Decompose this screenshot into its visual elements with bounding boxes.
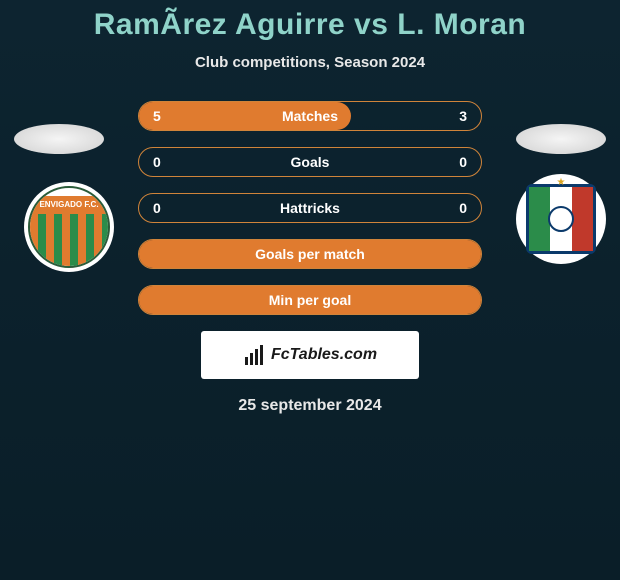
player-marker-left bbox=[14, 124, 104, 154]
stat-value-left: 0 bbox=[153, 154, 161, 170]
stat-value-left: 5 bbox=[153, 108, 161, 124]
stat-value-right: 0 bbox=[459, 154, 467, 170]
stat-label: Min per goal bbox=[269, 292, 351, 308]
star-icon: ★ bbox=[557, 177, 566, 188]
page-subtitle: Club competitions, Season 2024 bbox=[0, 54, 620, 71]
stat-row: Min per goal bbox=[138, 285, 482, 315]
stat-value-right: 0 bbox=[459, 200, 467, 216]
stat-row: 0 Hattricks 0 bbox=[138, 193, 482, 223]
page-title: RamÃ­rez Aguirre vs L. Moran bbox=[0, 8, 620, 42]
once-caldas-crest: ★ bbox=[526, 184, 596, 254]
crest-stripe-red bbox=[572, 187, 593, 251]
stat-label: Goals per match bbox=[255, 246, 365, 262]
bars-icon bbox=[243, 343, 267, 367]
stat-row: 0 Goals 0 bbox=[138, 147, 482, 177]
crest-stripes bbox=[30, 214, 108, 266]
player-marker-right bbox=[516, 124, 606, 154]
stat-label: Matches bbox=[282, 108, 338, 124]
stat-value-right: 3 bbox=[459, 108, 467, 124]
stat-row: Goals per match bbox=[138, 239, 482, 269]
stat-row: 5 Matches 3 bbox=[138, 101, 482, 131]
stat-value-left: 0 bbox=[153, 200, 161, 216]
stat-label: Hattricks bbox=[280, 200, 340, 216]
envigado-crest: ENVIGADO F.C. bbox=[28, 186, 110, 268]
team-logo-right: ★ bbox=[516, 174, 606, 264]
team-logo-left: ENVIGADO F.C. bbox=[24, 182, 114, 272]
date-label: 25 september 2024 bbox=[0, 397, 620, 415]
stats-table: 5 Matches 3 0 Goals 0 0 Hattricks 0 Goals per mat… bbox=[138, 101, 482, 315]
crest-circle bbox=[548, 206, 574, 232]
watermark-text: FcTables.com bbox=[271, 346, 377, 364]
stat-label: Goals bbox=[291, 154, 330, 170]
crest-banner: ENVIGADO F.C. bbox=[30, 196, 108, 214]
header: RamÃ­rez Aguirre vs L. Moran Club compet… bbox=[0, 0, 620, 71]
watermark: FcTables.com bbox=[201, 331, 419, 379]
